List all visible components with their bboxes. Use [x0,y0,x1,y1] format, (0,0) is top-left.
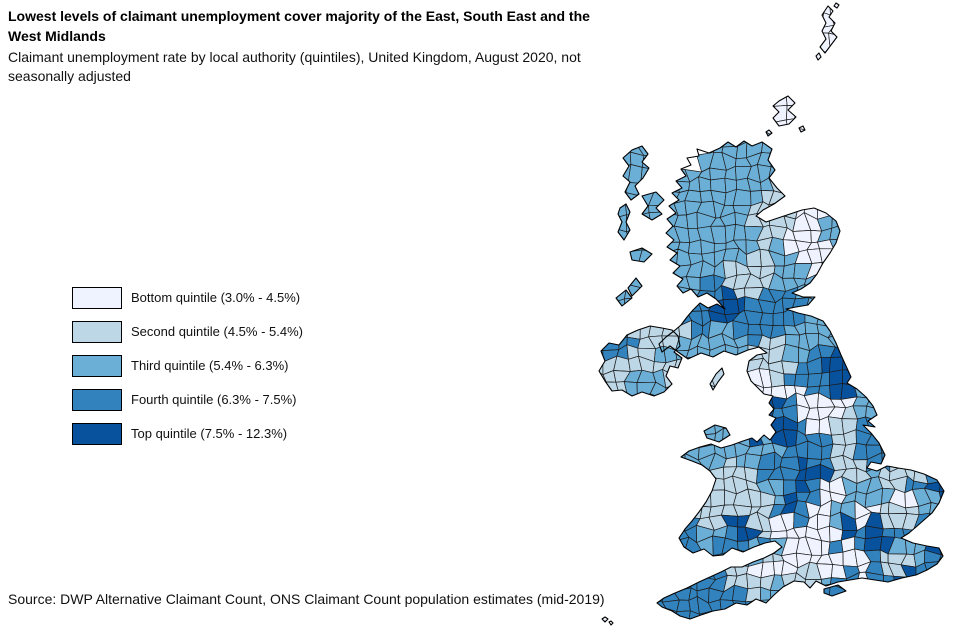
legend-label-third-quintile: Third quintile (5.4% - 6.3%) [131,358,289,373]
legend-item-bottom-quintile: Bottom quintile (3.0% - 4.5%) [72,286,303,309]
legend: Bottom quintile (3.0% - 4.5%) Second qui… [72,286,303,456]
legend-label-bottom-quintile: Bottom quintile (3.0% - 4.5%) [131,290,301,305]
legend-label-second-quintile: Second quintile (4.5% - 5.4%) [131,324,303,339]
chart-subtitle: Claimant unemployment rate by local auth… [8,49,581,84]
uk-choropleth-map [580,0,960,640]
legend-swatch-fourth-quintile [72,388,122,411]
legend-swatch-third-quintile [72,354,122,377]
map-coastline [598,2,945,626]
legend-label-top-quintile: Top quintile (7.5% - 12.3%) [131,426,288,441]
legend-item-third-quintile: Third quintile (5.4% - 6.3%) [72,354,303,377]
chart-title: Lowest levels of claimant unemployment c… [8,8,590,44]
map-region-cells [599,3,944,625]
source-note: Source: DWP Alternative Claimant Count, … [8,591,605,607]
legend-swatch-top-quintile [72,422,122,445]
legend-item-second-quintile: Second quintile (4.5% - 5.4%) [72,320,303,343]
legend-swatch-bottom-quintile [72,286,122,309]
uk-map-svg [598,2,945,626]
legend-label-fourth-quintile: Fourth quintile (6.3% - 7.5%) [131,392,297,407]
legend-item-fourth-quintile: Fourth quintile (6.3% - 7.5%) [72,388,303,411]
legend-swatch-second-quintile [72,320,122,343]
legend-item-top-quintile: Top quintile (7.5% - 12.3%) [72,422,303,445]
